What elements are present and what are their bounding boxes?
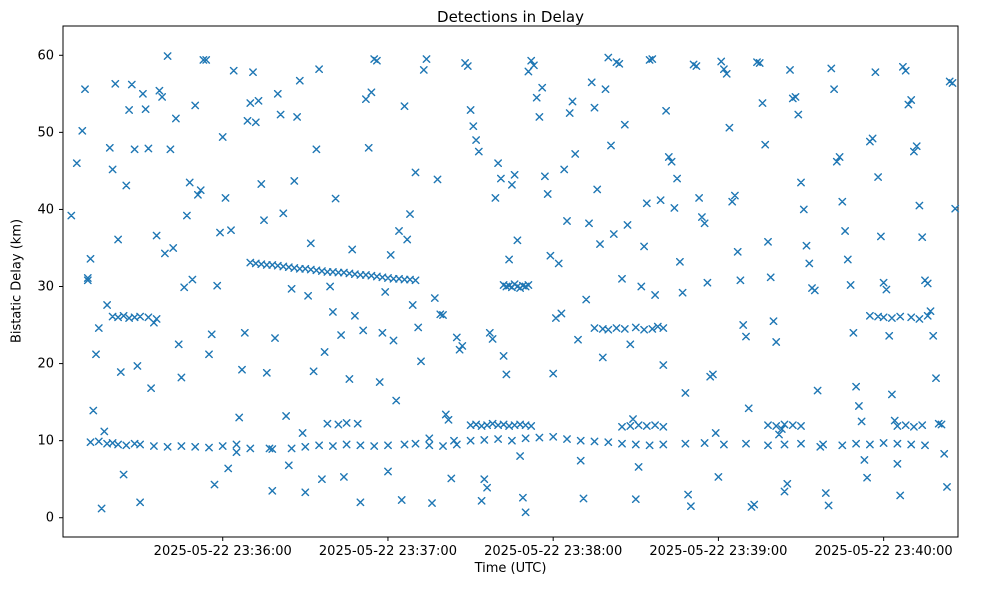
scatter-points — [67, 52, 960, 517]
y-tick-label: 60 — [37, 48, 54, 63]
y-axis-label: Bistatic Delay (km) — [9, 218, 25, 344]
x-tick-label: 2025-05-22 23:38:00 — [484, 544, 622, 559]
x-axis-label: Time (UTC) — [474, 561, 547, 576]
y-tick-label: 50 — [37, 125, 54, 140]
chart-title: Detections in Delay — [437, 8, 584, 26]
x-tick-label: 2025-05-22 23:40:00 — [815, 544, 953, 559]
y-tick-label: 10 — [37, 434, 54, 449]
plot-border — [62, 25, 959, 538]
x-tick-label: 2025-05-22 23:36:00 — [154, 544, 292, 559]
y-tick-label: 0 — [46, 511, 54, 526]
y-tick-label: 30 — [37, 280, 54, 295]
y-tick-label: 20 — [37, 357, 54, 372]
x-tick-label: 2025-05-22 23:37:00 — [319, 544, 457, 559]
x-tick-label: 2025-05-22 23:39:00 — [649, 544, 787, 559]
y-tick-label: 40 — [37, 202, 54, 217]
